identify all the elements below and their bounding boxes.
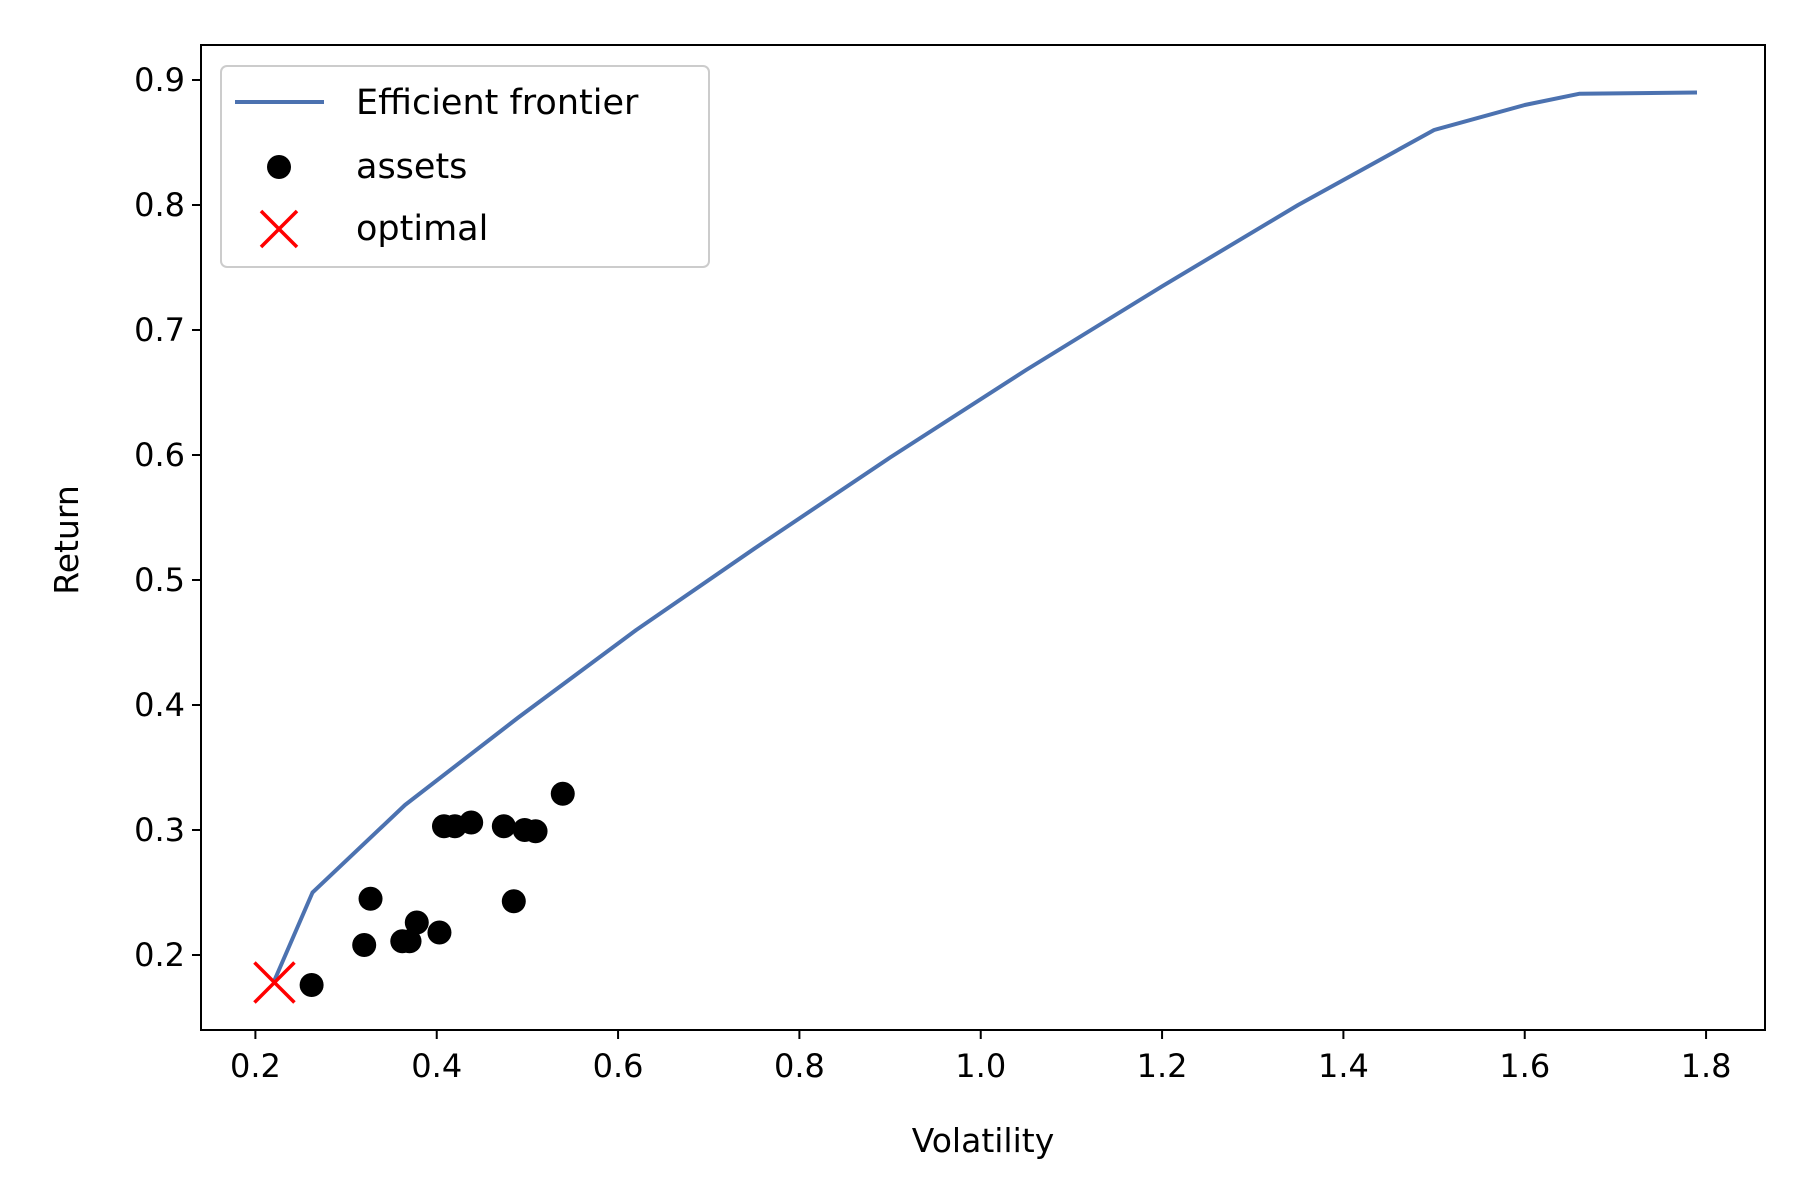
x-tick-label: 1.8 [1681,1047,1732,1085]
y-axis-title: Return [47,485,86,595]
y-tick-label: 0.8 [134,186,185,224]
x-tick-label: 1.6 [1499,1047,1550,1085]
frontier-line [271,90,1698,984]
x-tick-label: 1.4 [1318,1047,1369,1085]
x-tick-label: 0.6 [593,1047,644,1085]
legend-dot-swatch [267,155,291,179]
x-tick-label: 1.0 [955,1047,1006,1085]
optimal-series [253,961,296,1004]
y-tick-label: 0.5 [134,561,185,599]
asset-point [501,889,526,914]
frontier-series [271,90,1698,984]
legend-label-optimal: optimal [356,209,488,249]
asset-point [404,910,429,935]
x-tick-label: 0.4 [411,1047,462,1085]
assets-series [299,781,575,997]
y-tick-label: 0.6 [134,436,185,474]
asset-point [491,814,516,839]
legend-label-assets: assets [356,147,467,187]
plot-frame [200,44,1766,1031]
asset-point [358,886,383,911]
asset-point [352,933,377,957]
x-tick-label: 1.2 [1137,1047,1188,1085]
asset-point [427,920,452,945]
y-axis-ticks: 0.2 0.3 0.4 0.5 0.6 0.7 0.8 0.9 [134,61,201,974]
y-tick-label: 0.9 [134,61,185,99]
legend-box [220,65,710,268]
asset-point [523,819,548,844]
asset-point [459,810,484,835]
legend: Efficient frontier assets optimal [220,65,710,268]
asset-point [299,973,324,997]
y-tick-label: 0.2 [134,936,185,974]
asset-point [397,929,422,954]
x-tick-label: 0.8 [774,1047,825,1085]
x-axis-title: Volatility [912,1121,1055,1160]
x-axis-ticks: 0.2 0.4 0.6 0.8 1.0 1.2 1.4 1.6 1.8 [230,1030,1732,1085]
x-tick-label: 0.2 [230,1047,281,1085]
legend-label-frontier: Efficient frontier [356,83,639,123]
asset-point [550,781,575,806]
y-tick-label: 0.7 [134,311,185,349]
y-tick-label: 0.4 [134,686,185,724]
y-tick-label: 0.3 [134,811,185,849]
optimal-marker [253,961,296,1004]
legend-cross-swatch [259,209,299,249]
